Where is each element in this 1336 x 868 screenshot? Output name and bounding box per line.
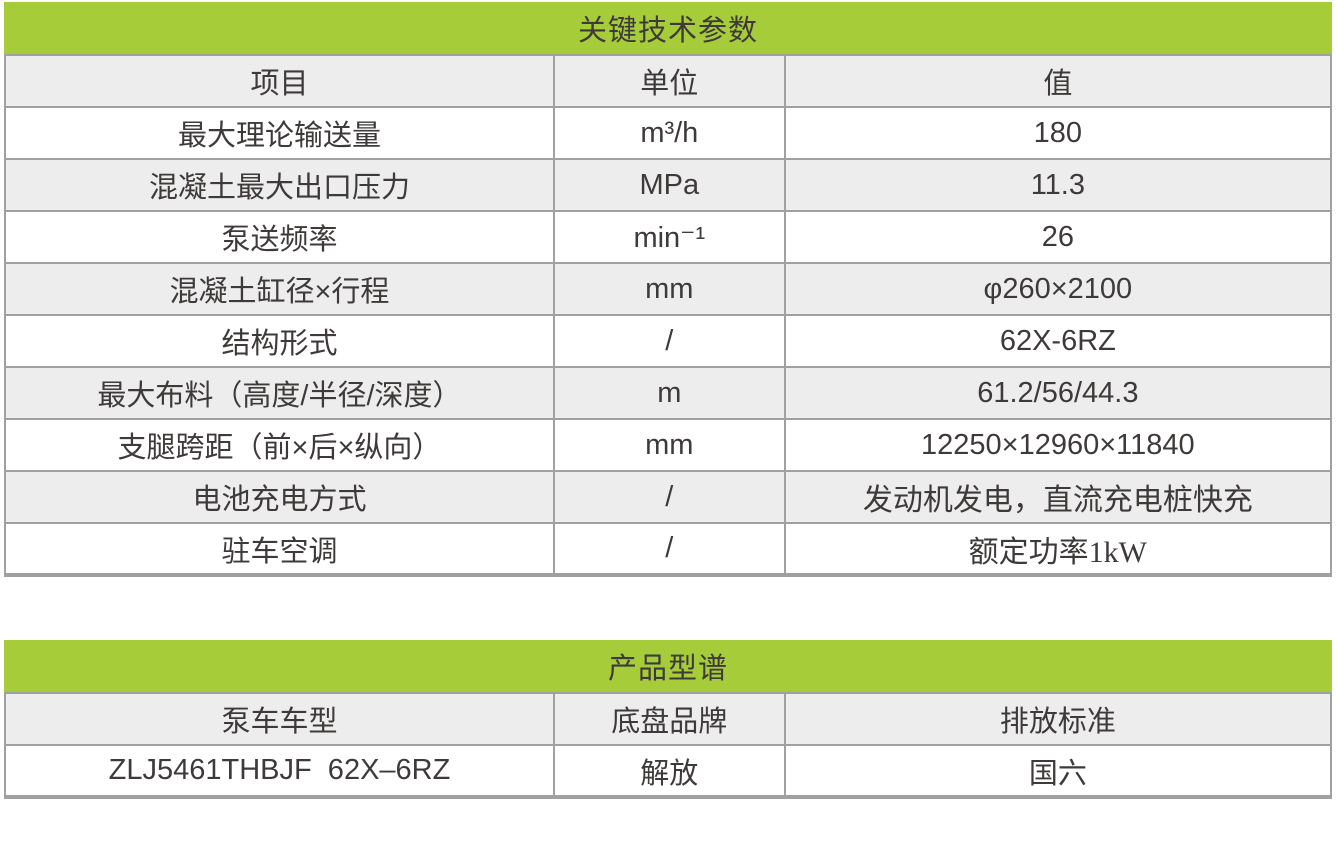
- unit-cell: mm: [552, 418, 786, 472]
- column-header-chassis: 底盘品牌: [552, 692, 786, 746]
- item-cell: 最大布料（高度/半径/深度）: [4, 366, 555, 420]
- chassis-cell: 解放: [552, 744, 786, 798]
- value-cell: 61.2/56/44.3: [783, 366, 1333, 420]
- table-row: 结构形式 / 62X-6RZ: [4, 314, 1333, 368]
- model-cell: ZLJ5461THBJF 62X–6RZ: [4, 744, 555, 798]
- table-row: ZLJ5461THBJF 62X–6RZ 解放 国六: [4, 744, 1333, 798]
- value-cell: 额定功率1kW: [783, 522, 1333, 576]
- item-cell: 最大理论输送量: [4, 106, 555, 160]
- unit-cell: /: [552, 470, 786, 524]
- unit-cell: /: [552, 522, 786, 576]
- emission-cell: 国六: [783, 744, 1333, 798]
- table-row: 混凝土最大出口压力 MPa 11.3: [4, 158, 1333, 212]
- product-table-title: 产品型谱: [4, 640, 1332, 692]
- value-cell: 11.3: [783, 158, 1333, 212]
- value-cell: φ260×2100: [783, 262, 1333, 316]
- column-header-emission: 排放标准: [783, 692, 1333, 746]
- table-row: 混凝土缸径×行程 mm φ260×2100: [4, 262, 1333, 316]
- spec-table-title: 关键技术参数: [4, 2, 1332, 54]
- table-row: 泵送频率 min⁻¹ 26: [4, 210, 1333, 264]
- value-cell: 发动机发电，直流充电桩快充: [783, 470, 1333, 524]
- unit-cell: MPa: [552, 158, 786, 212]
- item-cell: 驻车空调: [4, 522, 555, 576]
- spec-table-section: 关键技术参数 项目 单位 值 最大理论输送量 m³/h 180 混凝土: [4, 2, 1333, 577]
- item-cell: 混凝土最大出口压力: [4, 158, 555, 212]
- column-header-unit: 单位: [552, 54, 786, 108]
- value-cell: 180: [783, 106, 1333, 160]
- spec-header-row: 项目 单位 值: [4, 54, 1333, 108]
- unit-cell: mm: [552, 262, 786, 316]
- column-header-item: 项目: [4, 54, 555, 108]
- product-header-row: 泵车车型 底盘品牌 排放标准: [4, 692, 1333, 746]
- item-cell: 泵送频率: [4, 210, 555, 264]
- item-cell: 支腿跨距（前×后×纵向）: [4, 418, 555, 472]
- unit-cell: min⁻¹: [552, 210, 786, 264]
- value-cell: 26: [783, 210, 1333, 264]
- table-row: 支腿跨距（前×后×纵向） mm 12250×12960×11840: [4, 418, 1333, 472]
- table-row: 最大布料（高度/半径/深度） m 61.2/56/44.3: [4, 366, 1333, 420]
- product-table-section: 产品型谱 泵车车型 底盘品牌 排放标准 ZLJ5461THBJF 62X–6RZ…: [4, 640, 1333, 799]
- unit-cell: m: [552, 366, 786, 420]
- value-cell: 62X-6RZ: [783, 314, 1333, 368]
- product-table: 泵车车型 底盘品牌 排放标准 ZLJ5461THBJF 62X–6RZ 解放 国…: [4, 692, 1333, 799]
- item-cell: 电池充电方式: [4, 470, 555, 524]
- table-row: 最大理论输送量 m³/h 180: [4, 106, 1333, 160]
- table-row: 驻车空调 / 额定功率1kW: [4, 522, 1333, 576]
- page: 关键技术参数 项目 单位 值 最大理论输送量 m³/h 180 混凝土: [4, 2, 1333, 799]
- column-header-model: 泵车车型: [4, 692, 555, 746]
- value-cell: 12250×12960×11840: [783, 418, 1333, 472]
- unit-cell: m³/h: [552, 106, 786, 160]
- spec-table: 项目 单位 值 最大理论输送量 m³/h 180 混凝土最大出口压力 MPa 1…: [4, 54, 1333, 577]
- column-header-value: 值: [783, 54, 1333, 108]
- table-row: 电池充电方式 / 发动机发电，直流充电桩快充: [4, 470, 1333, 524]
- unit-cell: /: [552, 314, 786, 368]
- item-cell: 混凝土缸径×行程: [4, 262, 555, 316]
- item-cell: 结构形式: [4, 314, 555, 368]
